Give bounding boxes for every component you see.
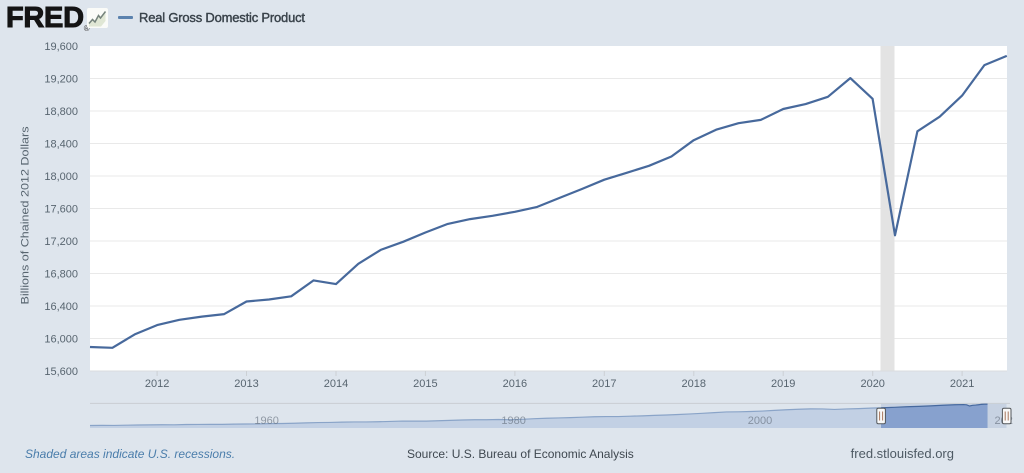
svg-text:16,800: 16,800 (44, 268, 78, 280)
svg-text:18,000: 18,000 (44, 171, 78, 183)
svg-text:19,200: 19,200 (44, 73, 78, 85)
svg-text:2015: 2015 (413, 378, 437, 390)
svg-text:17,600: 17,600 (44, 203, 78, 215)
svg-text:16,000: 16,000 (44, 333, 78, 345)
svg-text:18,800: 18,800 (44, 106, 78, 118)
svg-text:2019: 2019 (771, 378, 795, 390)
svg-text:2021: 2021 (950, 378, 974, 390)
svg-text:1960: 1960 (254, 415, 278, 427)
svg-text:18,400: 18,400 (44, 138, 78, 150)
svg-text:17,200: 17,200 (44, 236, 78, 248)
svg-text:2017: 2017 (592, 378, 616, 390)
svg-text:19,600: 19,600 (44, 41, 78, 53)
svg-text:2020: 2020 (860, 378, 884, 390)
svg-text:2013: 2013 (234, 378, 258, 390)
svg-text:2018: 2018 (682, 378, 706, 390)
svg-text:2012: 2012 (145, 378, 169, 390)
svg-text:2000: 2000 (748, 415, 772, 427)
svg-text:2014: 2014 (324, 378, 348, 390)
svg-text:Billions of Chained 2012 Dolla: Billions of Chained 2012 Dollars (20, 126, 32, 305)
svg-text:2016: 2016 (503, 378, 527, 390)
svg-text:1980: 1980 (501, 415, 525, 427)
svg-text:16,400: 16,400 (44, 301, 78, 313)
svg-text:15,600: 15,600 (44, 366, 78, 378)
